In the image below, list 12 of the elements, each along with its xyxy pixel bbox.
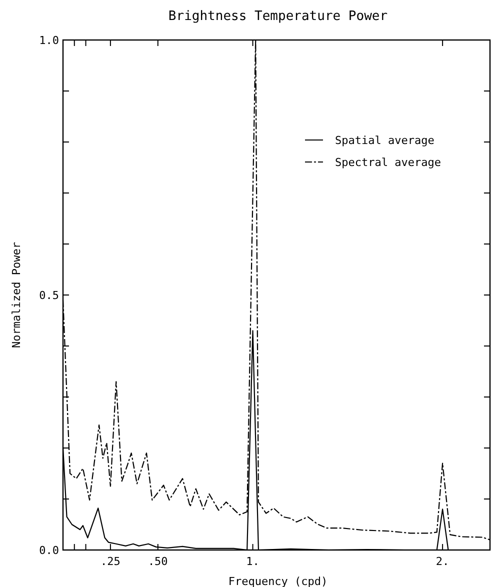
y-tick-label: 0.0 [39, 544, 59, 557]
x-tick-label: .50 [148, 555, 168, 568]
x-axis-title: Frequency (cpd) [228, 575, 328, 587]
x-tick-label: 2. [436, 555, 450, 568]
legend-label: Spatial average [335, 134, 434, 147]
x-tick-label: 1. [246, 555, 260, 568]
y-tick-label: 1.0 [39, 34, 59, 47]
x-tick-label: .25 [100, 555, 120, 568]
y-tick-label: 0.5 [39, 289, 59, 302]
legend-label: Spectral average [335, 156, 441, 169]
y-axis-title: Normalized Power [10, 242, 23, 348]
chart-title: Brightness Temperature Power [168, 9, 388, 24]
